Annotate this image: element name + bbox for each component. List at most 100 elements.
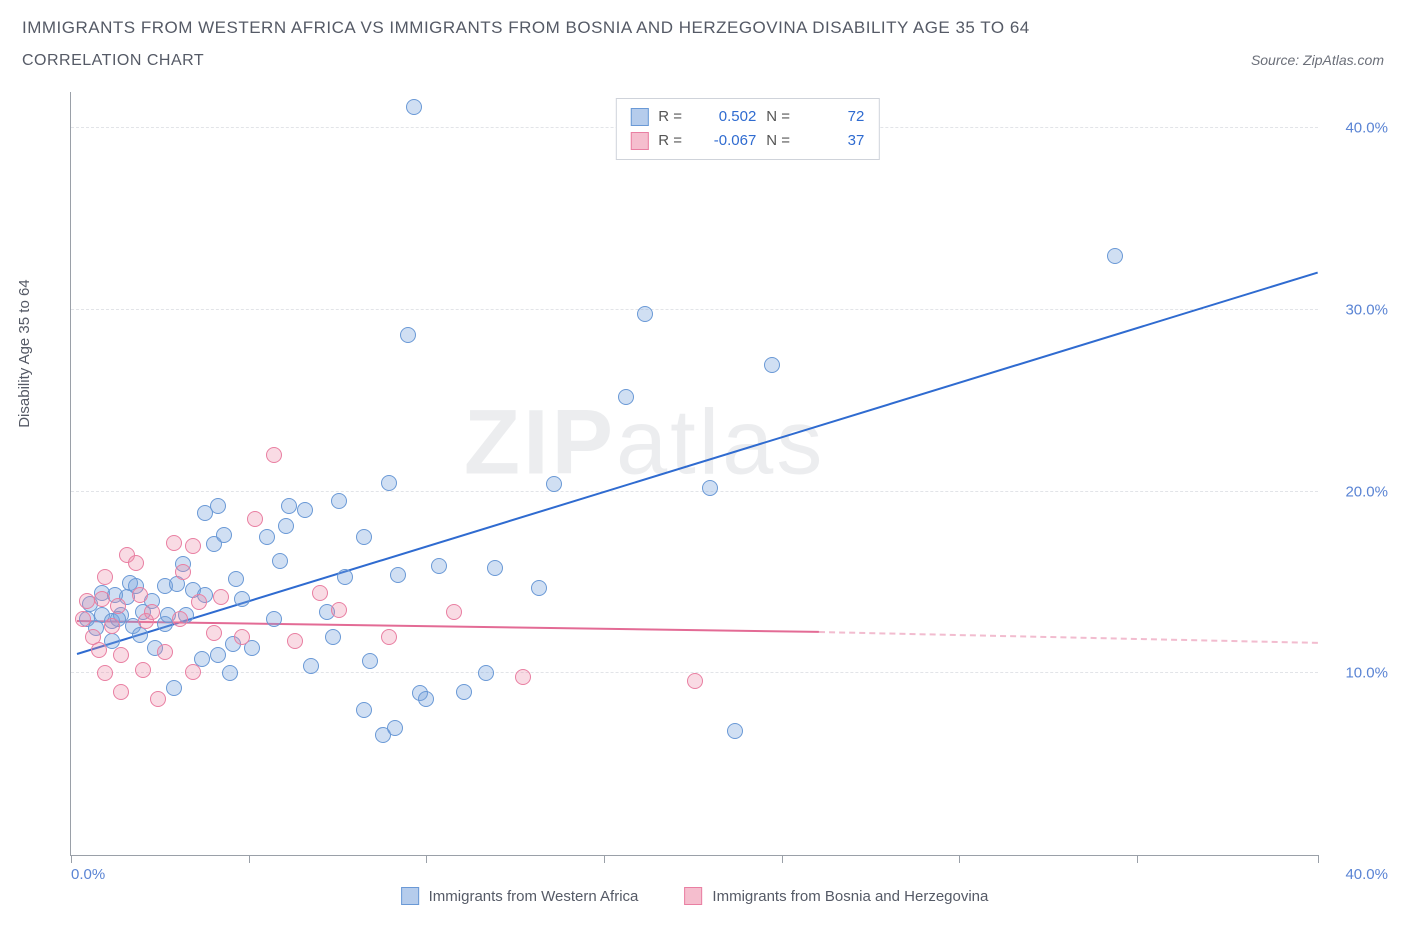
- data-point: [91, 642, 107, 658]
- data-point: [97, 569, 113, 585]
- x-axis-tick: [782, 855, 783, 863]
- y-axis-tick-label: 40.0%: [1326, 120, 1388, 137]
- data-point: [431, 558, 447, 574]
- source-value: ZipAtlas.com: [1303, 52, 1384, 68]
- data-point: [234, 629, 250, 645]
- data-point: [446, 604, 462, 620]
- data-point: [97, 665, 113, 681]
- data-point: [222, 665, 238, 681]
- gridline: [71, 491, 1318, 492]
- data-point: [356, 702, 372, 718]
- data-point: [191, 594, 207, 610]
- data-point: [259, 529, 275, 545]
- data-point: [637, 306, 653, 322]
- y-axis-tick-label: 20.0%: [1326, 483, 1388, 500]
- chart-title-line2: CORRELATION CHART: [22, 52, 204, 70]
- data-point: [278, 518, 294, 534]
- data-point: [331, 602, 347, 618]
- correlation-chart: Disability Age 35 to 64 ZIPatlas R = 0.5…: [22, 92, 1394, 912]
- data-point: [75, 611, 91, 627]
- series-legend: Immigrants from Western Africa Immigrant…: [401, 887, 989, 905]
- data-point: [390, 567, 406, 583]
- data-point: [297, 502, 313, 518]
- data-point: [531, 580, 547, 596]
- r-label: R =: [658, 129, 686, 153]
- data-point: [400, 327, 416, 343]
- data-point: [362, 653, 378, 669]
- data-point: [456, 684, 472, 700]
- legend-item-blue: Immigrants from Western Africa: [401, 887, 639, 905]
- data-point: [128, 555, 144, 571]
- data-point: [110, 598, 126, 614]
- data-point: [172, 611, 188, 627]
- data-point: [687, 673, 703, 689]
- data-point: [210, 647, 226, 663]
- data-point: [113, 647, 129, 663]
- data-point: [234, 591, 250, 607]
- data-point: [132, 627, 148, 643]
- data-point: [166, 680, 182, 696]
- data-point: [94, 591, 110, 607]
- data-point: [104, 618, 120, 634]
- data-point: [381, 475, 397, 491]
- legend-label-blue: Immigrants from Western Africa: [429, 888, 639, 905]
- data-point: [1107, 248, 1123, 264]
- data-point: [487, 560, 503, 576]
- chart-title-line1: IMMIGRANTS FROM WESTERN AFRICA VS IMMIGR…: [22, 18, 1384, 38]
- swatch-pink: [684, 887, 702, 905]
- data-point: [213, 589, 229, 605]
- data-point: [546, 476, 562, 492]
- r-value-blue: 0.502: [696, 105, 756, 129]
- data-point: [185, 664, 201, 680]
- y-axis-title: Disability Age 35 to 64: [16, 279, 33, 427]
- x-axis-tick: [426, 855, 427, 863]
- data-point: [618, 389, 634, 405]
- n-label: N =: [766, 129, 794, 153]
- plot-area: ZIPatlas R = 0.502 N = 72 R = -0.067 N =…: [70, 92, 1318, 856]
- data-point: [185, 538, 201, 554]
- swatch-pink: [630, 132, 648, 150]
- x-axis-label-min: 0.0%: [71, 866, 105, 883]
- legend-label-pink: Immigrants from Bosnia and Herzegovina: [712, 888, 988, 905]
- data-point: [287, 633, 303, 649]
- n-value-blue: 72: [804, 105, 864, 129]
- r-value-pink: -0.067: [696, 129, 756, 153]
- x-axis-tick: [249, 855, 250, 863]
- gridline: [71, 309, 1318, 310]
- x-axis-tick: [1318, 855, 1319, 863]
- data-point: [166, 535, 182, 551]
- x-axis-tick: [604, 855, 605, 863]
- trend-line: [77, 272, 1318, 655]
- n-label: N =: [766, 105, 794, 129]
- data-point: [387, 720, 403, 736]
- data-point: [331, 493, 347, 509]
- legend-item-pink: Immigrants from Bosnia and Herzegovina: [684, 887, 988, 905]
- data-point: [157, 644, 173, 660]
- data-point: [406, 99, 422, 115]
- x-axis-tick: [1137, 855, 1138, 863]
- data-point: [764, 357, 780, 373]
- data-point: [247, 511, 263, 527]
- data-point: [135, 662, 151, 678]
- x-axis-tick: [959, 855, 960, 863]
- x-axis-tick: [71, 855, 72, 863]
- data-point: [418, 691, 434, 707]
- data-point: [727, 723, 743, 739]
- data-point: [281, 498, 297, 514]
- data-point: [266, 447, 282, 463]
- data-point: [210, 498, 226, 514]
- data-point: [175, 564, 191, 580]
- data-point: [266, 611, 282, 627]
- data-point: [144, 604, 160, 620]
- trend-line: [819, 631, 1318, 644]
- swatch-blue: [630, 108, 648, 126]
- chart-header: IMMIGRANTS FROM WESTERN AFRICA VS IMMIGR…: [0, 0, 1406, 70]
- n-value-pink: 37: [804, 129, 864, 153]
- data-point: [478, 665, 494, 681]
- data-point: [312, 585, 328, 601]
- data-point: [228, 571, 244, 587]
- stats-legend-row-blue: R = 0.502 N = 72: [630, 105, 864, 129]
- data-point: [337, 569, 353, 585]
- data-point: [325, 629, 341, 645]
- r-label: R =: [658, 105, 686, 129]
